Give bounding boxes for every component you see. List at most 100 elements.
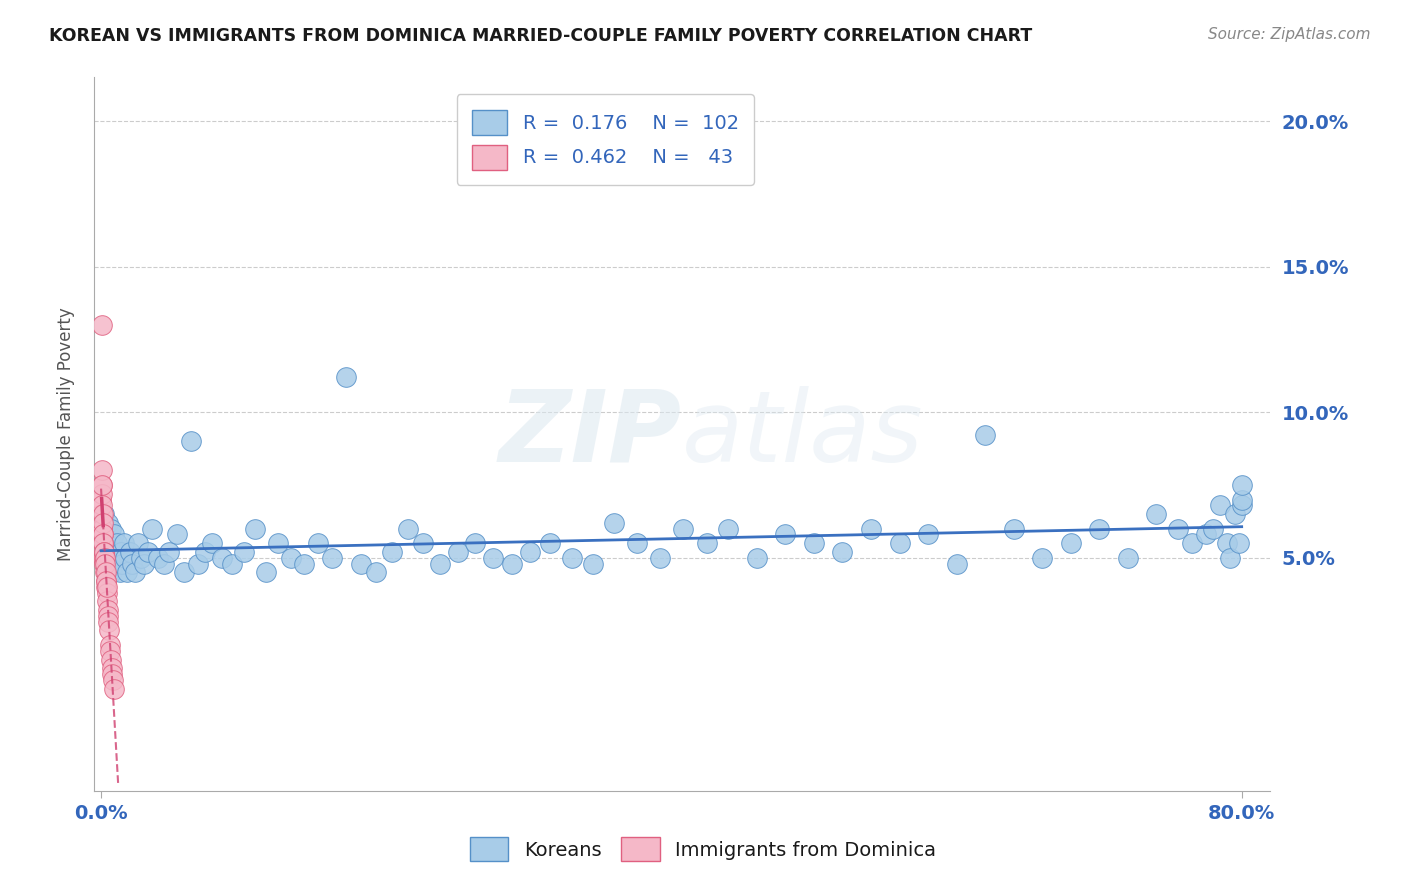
Point <box>1216 536 1239 550</box>
Point <box>94 527 117 541</box>
Text: Source: ZipAtlas.com: Source: ZipAtlas.com <box>1208 27 1371 42</box>
Point <box>582 557 605 571</box>
Point <box>412 536 434 550</box>
Point <box>141 522 163 536</box>
Point <box>173 566 195 580</box>
Point <box>100 652 122 666</box>
Point <box>945 557 967 571</box>
Point <box>127 536 149 550</box>
Point <box>889 536 911 550</box>
Point <box>745 550 768 565</box>
Point <box>91 527 114 541</box>
Point <box>307 536 329 550</box>
Point <box>93 536 115 550</box>
Point <box>136 545 159 559</box>
Point <box>146 550 169 565</box>
Point <box>446 545 468 559</box>
Point <box>1227 536 1250 550</box>
Point <box>94 550 117 565</box>
Point <box>187 557 209 571</box>
Point <box>194 545 217 559</box>
Point <box>97 516 120 530</box>
Legend: R =  0.176    N =  102, R =  0.462    N =   43: R = 0.176 N = 102, R = 0.462 N = 43 <box>457 95 755 186</box>
Point <box>1144 507 1167 521</box>
Point <box>100 661 122 675</box>
Point <box>124 566 146 580</box>
Point <box>717 522 740 536</box>
Point <box>96 594 118 608</box>
Point <box>1195 527 1218 541</box>
Point <box>1167 522 1189 536</box>
Point <box>803 536 825 550</box>
Text: atlas: atlas <box>682 385 924 483</box>
Point <box>96 580 118 594</box>
Y-axis label: Married-Couple Family Poverty: Married-Couple Family Poverty <box>58 307 75 561</box>
Point <box>94 545 117 559</box>
Point <box>94 566 117 580</box>
Point <box>91 527 114 541</box>
Point <box>166 527 188 541</box>
Point <box>112 536 135 550</box>
Point <box>366 566 388 580</box>
Point <box>519 545 541 559</box>
Point <box>110 545 132 559</box>
Point <box>93 545 115 559</box>
Point <box>90 492 112 507</box>
Point <box>121 557 143 571</box>
Point <box>97 603 120 617</box>
Point <box>201 536 224 550</box>
Point <box>1059 536 1081 550</box>
Point <box>103 550 125 565</box>
Point <box>115 566 138 580</box>
Point <box>180 434 202 449</box>
Point <box>159 545 181 559</box>
Point <box>1116 550 1139 565</box>
Point <box>396 522 419 536</box>
Point <box>100 557 122 571</box>
Point <box>118 545 141 559</box>
Point <box>111 557 134 571</box>
Point <box>105 536 128 550</box>
Point <box>96 580 118 594</box>
Point <box>831 545 853 559</box>
Point <box>96 574 118 588</box>
Point <box>91 507 114 521</box>
Legend: Koreans, Immigrants from Dominica: Koreans, Immigrants from Dominica <box>461 830 945 869</box>
Point <box>100 522 122 536</box>
Point <box>1202 522 1225 536</box>
Point <box>101 667 124 681</box>
Point <box>561 550 583 565</box>
Point <box>98 550 121 565</box>
Point <box>96 557 118 571</box>
Point <box>101 536 124 550</box>
Point <box>91 486 114 500</box>
Point <box>91 550 114 565</box>
Point <box>91 516 114 530</box>
Point <box>267 536 290 550</box>
Point <box>775 527 797 541</box>
Point <box>280 550 302 565</box>
Point <box>93 536 115 550</box>
Point <box>104 545 127 559</box>
Point <box>1031 550 1053 565</box>
Point <box>1219 550 1241 565</box>
Point <box>1181 536 1204 550</box>
Point <box>1230 499 1253 513</box>
Point <box>1002 522 1025 536</box>
Point <box>429 557 451 571</box>
Point <box>98 644 121 658</box>
Point <box>1230 478 1253 492</box>
Point <box>107 550 129 565</box>
Point <box>321 550 343 565</box>
Point <box>93 545 115 559</box>
Point <box>132 557 155 571</box>
Point <box>672 522 695 536</box>
Point <box>221 557 243 571</box>
Point <box>91 522 114 536</box>
Text: KOREAN VS IMMIGRANTS FROM DOMINICA MARRIED-COUPLE FAMILY POVERTY CORRELATION CHA: KOREAN VS IMMIGRANTS FROM DOMINICA MARRI… <box>49 27 1032 45</box>
Point <box>464 536 486 550</box>
Point <box>91 536 114 550</box>
Point <box>129 550 152 565</box>
Point <box>94 574 117 588</box>
Point <box>114 550 136 565</box>
